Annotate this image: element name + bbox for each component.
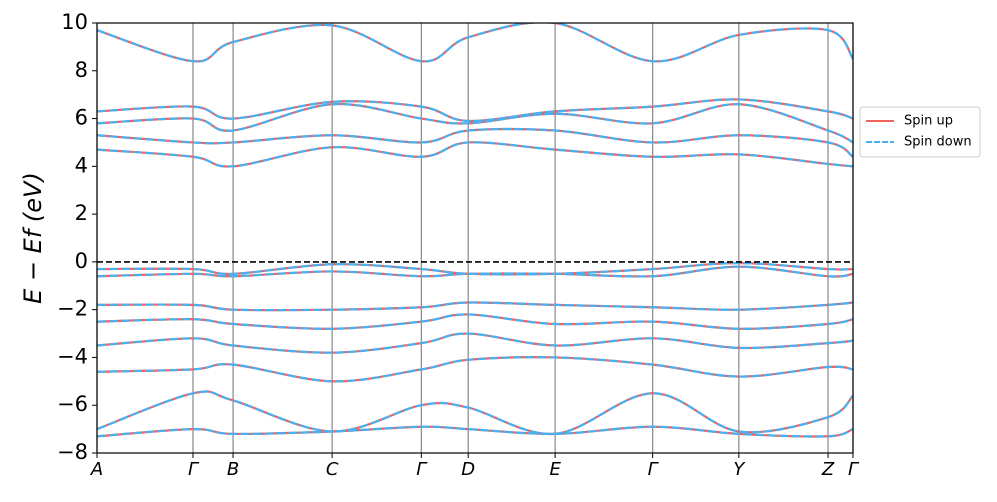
x-tick-label: Γ — [848, 459, 860, 480]
y-tick-label: −4 — [57, 344, 88, 368]
x-tick-label: A — [90, 459, 103, 480]
band-line — [97, 332, 853, 354]
band-line — [97, 102, 853, 144]
bands — [97, 23, 853, 438]
band-line — [97, 127, 853, 158]
y-tick-label: 10 — [61, 10, 88, 34]
y-tick-label: 6 — [75, 106, 88, 130]
x-tick-label: C — [326, 459, 339, 480]
y-axis-label: E − Ef (eV) — [19, 172, 47, 304]
x-tick-label: Y — [733, 459, 746, 480]
band-line — [97, 390, 853, 435]
band-line — [97, 23, 853, 63]
y-tick-label: 2 — [75, 201, 88, 225]
x-tick-label: B — [227, 459, 239, 480]
y-tick-label: −8 — [57, 440, 88, 464]
x-tick-label: Γ — [188, 459, 200, 480]
x-tick-label: E — [549, 459, 561, 480]
axes-frame — [96, 22, 854, 454]
legend-label: Spin down — [904, 135, 972, 150]
x-tick-label: D — [461, 459, 475, 480]
y-tick-label: 8 — [75, 58, 88, 82]
band-line — [97, 425, 853, 438]
band-line — [97, 356, 853, 383]
x-tick-label: Γ — [648, 459, 660, 480]
y-tick-label: 0 — [75, 249, 88, 273]
band-line — [97, 98, 853, 123]
legend-label: Spin up — [904, 114, 953, 129]
band-line — [97, 301, 853, 312]
x-tick-label: Z — [821, 459, 835, 480]
band-line — [97, 261, 853, 276]
band-line — [97, 265, 853, 278]
y-tick-label: 4 — [75, 153, 88, 177]
legend-box — [859, 106, 981, 158]
x-tick-label: Γ — [416, 459, 428, 480]
band-line — [97, 141, 853, 168]
y-tick-label: −6 — [57, 392, 88, 416]
band-line — [97, 313, 853, 330]
y-tick-label: −2 — [57, 297, 88, 321]
